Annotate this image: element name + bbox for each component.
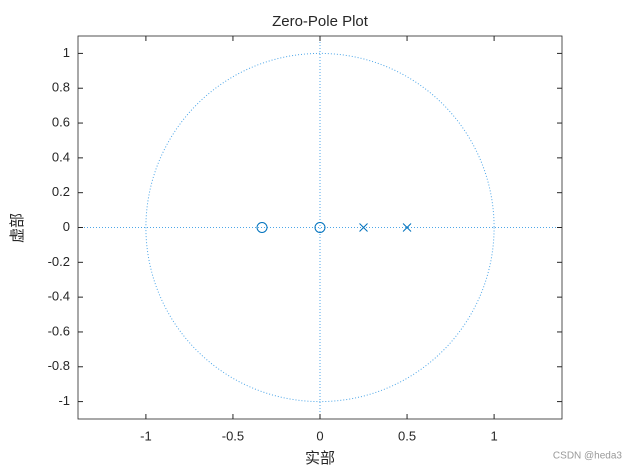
- y-tick-label: -0.2: [48, 254, 70, 269]
- y-axis-label: 虚部: [8, 213, 26, 243]
- y-tick-label: 0.8: [52, 80, 70, 95]
- y-tick-label: 0: [63, 219, 70, 234]
- watermark: CSDN @heda3: [553, 451, 623, 462]
- y-tick-label: 1: [63, 45, 70, 60]
- zero-marker: [314, 222, 326, 233]
- x-tick-label: -0.5: [222, 428, 244, 443]
- x-axis-label: 实部: [305, 449, 335, 467]
- pole-marker: [402, 223, 412, 232]
- pole-marker: [359, 223, 368, 232]
- y-tick-label: -0.8: [48, 358, 70, 373]
- x-tick-label: 0: [316, 428, 323, 443]
- unit-circle: [145, 52, 495, 403]
- y-tick-label: -0.4: [48, 289, 70, 304]
- x-tick-label: 0.5: [398, 428, 416, 443]
- x-tick-label: -1: [140, 428, 152, 443]
- y-tick-label: -1: [58, 393, 70, 408]
- y-tick-label: 0.2: [52, 184, 70, 199]
- y-tick-label: 0.4: [52, 149, 70, 164]
- zero-marker: [256, 222, 268, 233]
- chart-title: Zero-Pole Plot: [272, 13, 369, 30]
- y-tick-label: 0.6: [52, 114, 70, 129]
- x-tick-label: 1: [490, 428, 497, 443]
- y-tick-label: -0.6: [48, 323, 70, 338]
